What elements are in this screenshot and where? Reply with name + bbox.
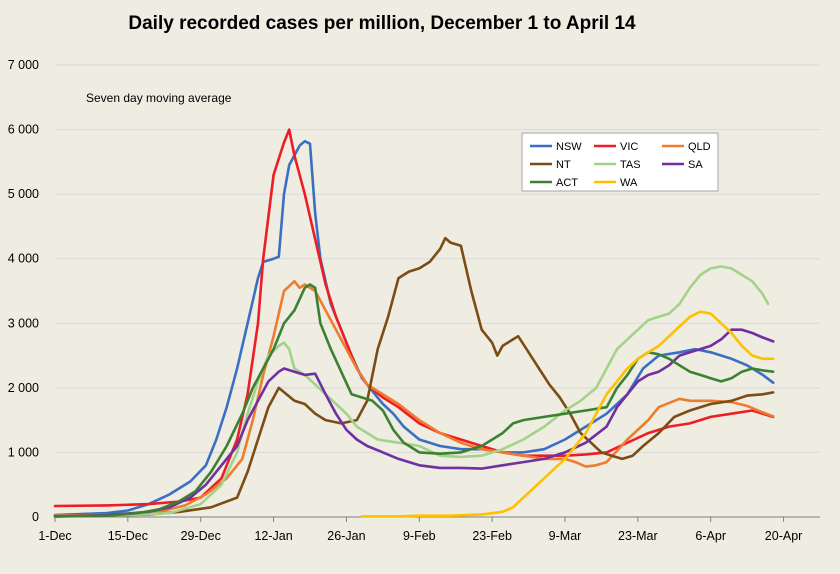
x-tick-label: 23-Mar (618, 529, 658, 543)
x-axis-ticks: 1-Dec 15-Dec 29-Dec 12-Jan 26-Jan 9-Feb 23-Feb… (38, 517, 802, 543)
y-tick-label: 0 (32, 510, 39, 524)
y-tick-label: 6 000 (8, 123, 39, 137)
legend-label-wa: WA (620, 177, 638, 189)
legend-label-nsw: NSW (556, 141, 582, 153)
x-tick-label: 6-Apr (695, 529, 726, 543)
x-tick-label: 23-Feb (472, 529, 512, 543)
series-line-wa (360, 310, 775, 518)
legend-box (521, 132, 719, 192)
series-line-nsw (53, 139, 775, 517)
gridlines (55, 64, 820, 453)
series-line-tas (53, 265, 770, 518)
series-line-act (53, 283, 775, 518)
x-tick-label: 15-Dec (108, 529, 148, 543)
x-tick-label: 9-Mar (549, 529, 582, 543)
x-tick-label: 1-Dec (38, 529, 71, 543)
legend-label-qld: QLD (688, 141, 711, 153)
x-tick-label: 29-Dec (181, 529, 221, 543)
legend-label-vic: VIC (620, 141, 638, 153)
series-line-sa (53, 328, 775, 518)
y-tick-label: 3 000 (8, 316, 39, 330)
series-line-nt (53, 236, 775, 518)
legend-label-nt: NT (556, 159, 571, 171)
x-tick-label: 20-Apr (765, 529, 803, 543)
y-tick-label: 1 000 (8, 445, 39, 459)
series-lines (53, 128, 775, 518)
y-tick-label: 2 000 (8, 381, 39, 395)
chart-title: Daily recorded cases per million, Decemb… (128, 13, 636, 34)
x-tick-label: 12-Jan (254, 529, 292, 543)
x-tick-label: 9-Feb (403, 529, 436, 543)
y-tick-label: 4 000 (8, 252, 39, 266)
x-tick-label: 26-Jan (327, 529, 365, 543)
moving-average-note: Seven day moving average (86, 91, 232, 105)
series-line-qld (53, 279, 775, 518)
y-tick-label: 5 000 (8, 187, 39, 201)
legend-label-sa: SA (688, 159, 703, 171)
legend: NSW NT ACT VIC TAS WA QLD SA (521, 132, 719, 192)
legend-label-act: ACT (556, 177, 578, 189)
y-axis-ticks: 0 1 000 2 000 3 000 4 000 5 000 6 000 7 000 (8, 58, 39, 524)
y-tick-label: 7 000 (8, 58, 39, 72)
legend-label-tas: TAS (620, 159, 641, 171)
